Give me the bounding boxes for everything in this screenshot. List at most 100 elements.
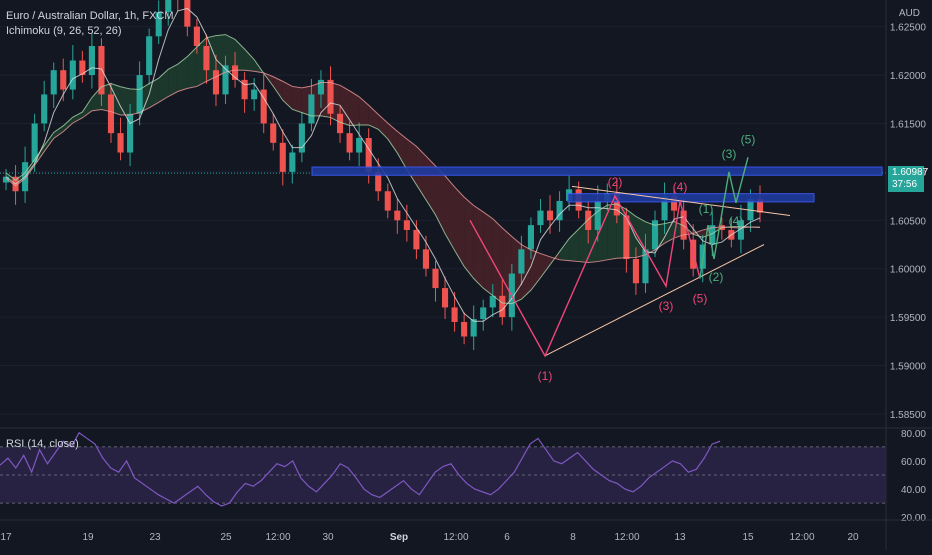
triangle-trendlines[interactable] [544,185,791,357]
time-tick-label: 30 [322,532,334,543]
candle-body [527,225,534,250]
span-a-line [5,34,761,305]
current-price: 1.60987 [892,167,929,178]
bar-countdown: 37:56 [892,179,918,190]
rsi-tick-label: 20.00 [901,513,926,524]
rsi-tick-label: 80.00 [901,429,926,440]
cloud-segment [244,49,255,72]
cloud-segment [368,105,379,130]
time-tick-label: 25 [220,532,232,543]
cloud-segment [158,69,169,103]
candle-body [470,319,477,337]
candle-body [661,196,668,221]
green-wave-label: (2) [709,270,724,284]
pink-wave-label: (4) [673,180,688,194]
candle-body [136,75,143,114]
price-tick-label: 1.62500 [890,23,927,34]
candle-body [585,210,592,230]
cloud-segment [292,86,302,113]
cloud-segment [378,114,388,139]
cloud-segment [82,97,92,118]
cloud-segment [635,216,646,258]
candle-body [546,210,554,221]
pink-wave-label: (3) [659,299,674,313]
price-axis[interactable]: 1.585001.590001.595001.600001.605001.610… [885,0,932,550]
cloud-segment [63,117,73,132]
time-axis[interactable]: 17 19 23 25 12:00 30 Sep 12:00 6 8 12:00 13 15 12:00 2… [0,519,932,543]
candle-body [155,12,162,37]
cloud-segment [177,56,188,92]
time-tick-label: 19 [82,532,94,543]
cloud-segment [187,46,197,89]
candle-body [375,171,382,192]
green-wave-label: (1) [699,202,714,216]
cloud-segment [359,96,369,125]
price-tick-label: 1.61500 [890,119,927,130]
candle-body [623,215,630,260]
candle-body [298,123,305,153]
currency-label: AUD [898,8,920,19]
time-tick-label: 12:00 [789,532,814,543]
candle-body [184,0,191,27]
candle-body [117,133,124,153]
upper-trendline [571,185,791,216]
candle-body [232,65,239,80]
cloud-segment [53,125,64,139]
candle-body [413,229,420,250]
time-tick-label: 12:00 [443,532,468,543]
time-tick-label: Sep [390,532,408,543]
candle-body [31,123,38,163]
cloud-segment [454,186,465,267]
candle-body [270,123,277,143]
elliott-waves[interactable]: (1) (2) (3) (4) (5) (1) (2) (3) (4) (5) [469,132,756,383]
cloud-segment [473,205,484,289]
rsi-tick-label: 60.00 [901,457,926,468]
rsi-legend[interactable]: RSI (14, close) [6,438,79,450]
time-tick-label: 12:00 [614,532,639,543]
candle-body [241,79,248,100]
rsi-pane: 80.00 60.00 40.00 20.00 [0,427,932,524]
cloud-segment [387,123,398,153]
ichimoku-legend[interactable]: Ichimoku (9, 26, 52, 26) [6,25,122,37]
candle-body [451,307,458,322]
candle-body [556,200,563,221]
candle-body [499,295,506,318]
candle-body [79,60,86,76]
candle-body [403,220,410,230]
price-axis-bg [886,0,932,550]
candle-body [432,268,439,289]
time-tick-label: 13 [674,532,686,543]
time-tick-label: 20 [847,532,859,543]
cloud-segment [464,197,474,279]
candle-body [422,249,430,269]
candle-body [279,142,286,172]
price-tick-label: 1.59500 [890,313,927,324]
candle-body [317,79,325,95]
price-badge: 1.60987 37:56 [888,166,929,192]
rsi-tick-label: 40.00 [901,485,926,496]
cloud-segment [445,175,455,251]
pink-wave-label: (5) [693,291,708,305]
price-tick-label: 1.60500 [890,216,927,227]
time-tick-label: 6 [504,532,510,543]
candle-body [146,36,153,76]
cloud-segment [225,34,236,73]
time-tick-label: 8 [570,532,576,543]
time-tick-label: 12:00 [265,532,290,543]
symbol-title[interactable]: Euro / Australian Dollar, 1h, FXCM [6,10,174,22]
candle-body [737,220,744,240]
resistance-zone [567,193,815,203]
candle-body [41,94,48,124]
candle-body [518,249,525,274]
green-wave-label: (5) [741,132,756,146]
candle-body [260,89,267,124]
price-tick-label: 1.59000 [890,362,927,373]
candle-body [537,210,544,226]
cloud-segment [44,132,54,152]
time-tick-label: 23 [149,532,161,543]
cloud-segment [273,76,283,101]
pink-wave-path [469,194,701,358]
cloud-segment [578,219,589,263]
